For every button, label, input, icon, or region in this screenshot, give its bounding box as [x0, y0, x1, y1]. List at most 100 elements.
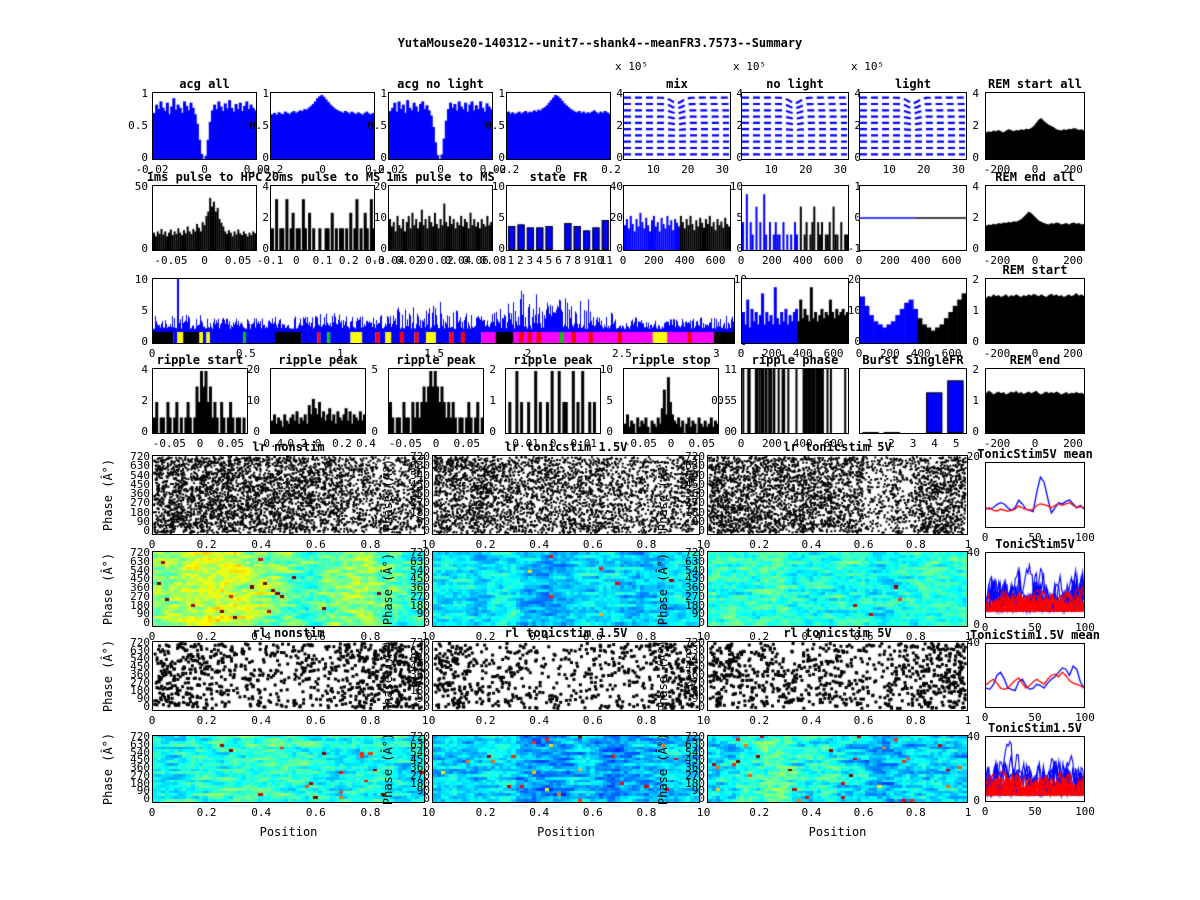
panel-raster-rl-tonic15	[432, 641, 700, 711]
ytick-left-acg-all-0: 1	[141, 87, 148, 100]
xtick-heatmap-lr-2-1: 0.2	[475, 630, 496, 643]
ytick-left-pulse-hpc-0: 50	[134, 180, 148, 193]
ytick-left-ripple-phase-2: 0	[730, 425, 737, 438]
xtick-heatmap-rl-3-5: 1	[964, 806, 972, 819]
xtick-raster-rl-tonic15-3: 0.6	[582, 714, 603, 727]
ytick-right-mix-0: 4	[736, 87, 743, 100]
phase-axis-label-heatmap-lr-2: Phase (Â°)	[381, 552, 395, 626]
xtick-tonic5-mean-2: 100	[1075, 531, 1095, 544]
xtick-heatmap-lr-3-3: 0.6	[853, 630, 874, 643]
xtick-ripple-phase-3: 600	[823, 437, 844, 450]
phase-tick-raster-lr-tonic15-0: 720	[410, 450, 430, 463]
xtick-raster-lr-tonic5-0: 0	[703, 538, 711, 551]
plot-rem-end-all	[986, 186, 1084, 250]
plot-stim-hist-c	[742, 279, 848, 343]
title-light: light	[894, 77, 932, 91]
ytick-right-pulse-ms1-0: 10	[491, 180, 505, 193]
ytick-right-state-fr-1: 20	[609, 211, 623, 224]
ytick-right-stim-flat-1: 2	[972, 211, 979, 224]
xtick-heatmap-rl-2-2: 0.4	[529, 806, 550, 819]
ytick-right-ripple-peak-2-0: 2	[489, 363, 496, 376]
phase-tick-raster-rl-tonic5-6: 180	[685, 684, 705, 697]
plot-pulse-ms20	[271, 186, 374, 250]
xtick-ripple-peak-3-2: 0.01	[570, 437, 597, 450]
xtick-pulse-hpc-2: 0.05	[224, 254, 252, 267]
xtick-stim-flat-2: 400	[910, 254, 931, 267]
xtick-raster-lr-tonic5-4: 0.8	[905, 538, 926, 551]
ytick-right-raster-rl-tonic5-0: 40	[966, 636, 980, 649]
ytick-left-acg-all-1: 0.5	[128, 119, 148, 132]
plot-heatmap-lr-1	[153, 552, 424, 626]
phase-tick-heatmap-rl-2-5: 270	[410, 768, 430, 782]
panel-rem-start-all	[985, 92, 1085, 160]
phase-tick-heatmap-lr-2-4: 360	[410, 581, 430, 594]
xtick-ripple-peak-1-2: 0	[314, 437, 322, 450]
xtick-acg-mix-2: 0.2	[365, 163, 385, 176]
plot-heatmap-lr-3	[708, 552, 967, 626]
xtick-ripple-start-1: 0	[196, 437, 204, 450]
title-ripple-stop: ripple stop	[631, 353, 711, 367]
phase-axis-label-raster-lr-tonic15: Phase (Â°)	[381, 458, 395, 532]
xtick-state-fr-1: 2	[517, 254, 524, 267]
ytick-right-acg-mix-0: 1	[380, 87, 387, 100]
plot-stim-flat	[860, 186, 966, 250]
ytick-right-ripple-start-1: 10	[246, 394, 260, 407]
title-pulse-ms20: 20ms pulse to MS	[264, 170, 381, 184]
xtick-rem-start-2: 200	[1063, 347, 1083, 360]
phase-tick-heatmap-rl-1-7: 90	[136, 784, 150, 798]
xtick-mix-1: 20	[681, 163, 695, 176]
xtick-pulse-ms20-3: 0.2	[338, 254, 359, 267]
ytick-right-acg-state-1: 2	[616, 119, 623, 132]
panel-stim-hist-mix	[623, 185, 731, 251]
xtick-acg-mix-0: -0.2	[256, 163, 284, 176]
ytick-right-ripple-peak-3-1: 5	[606, 394, 613, 407]
phase-tick-heatmap-rl-2-3: 450	[410, 753, 430, 767]
plot-stim-hist-b	[742, 186, 848, 250]
phase-tick-raster-rl-tonic15-7: 90	[416, 692, 430, 705]
title-raster-rl-tonic5: rl tonicstim 5V	[783, 626, 892, 640]
title-tonic15-mean: TonicStim1.5V mean	[969, 628, 1101, 642]
xtick-stim-hist-d-0: 0	[855, 347, 863, 360]
position-axis-label-heatmap-rl-2: Position	[537, 825, 595, 839]
ytick-right-state-fr-2: 0	[616, 242, 623, 255]
phase-tick-raster-lr-tonic15-5: 270	[410, 496, 430, 510]
phase-tick-heatmap-rl-1-2: 540	[130, 745, 150, 759]
xtick-state-fr-2: 3	[526, 254, 534, 267]
title-rem-start: REM start	[1002, 263, 1068, 277]
ytick-right-stim-hist-c-1: 10	[847, 304, 861, 317]
phase-tick-raster-rl-nonstim-6: 180	[130, 684, 150, 697]
phase-tick-heatmap-rl-2-7: 90	[416, 784, 430, 798]
phase-tick-raster-lr-tonic5-7: 90	[691, 514, 705, 528]
plot-raster-lr-nonstim	[153, 456, 424, 534]
panel-state-fr	[506, 185, 611, 251]
xtick-state-fr-9: 10	[590, 254, 604, 267]
phase-tick-raster-rl-tonic5-2: 540	[685, 652, 705, 665]
ytick-right-stim-hist-d-1: 1	[972, 304, 979, 317]
xtick-raster-lr-tonic15-2: 0.4	[529, 538, 550, 551]
xtick-heatmap-rl-2-0: 0	[428, 806, 436, 819]
phase-tick-raster-rl-nonstim-1: 630	[130, 644, 150, 657]
xtick-raster-lr-tonic15-5: 1	[696, 538, 704, 551]
xtick-stim-hist-c-3: 600	[823, 347, 844, 360]
title-ripple-phase: ripple phase	[751, 353, 839, 367]
plot-raster-rl-tonic15	[433, 642, 699, 710]
panel-rem-end	[985, 368, 1085, 434]
title-tonic15-all: TonicStim1.5V	[988, 721, 1082, 735]
title-tonic5-all: TonicStim5V	[995, 537, 1075, 551]
xtick-acg-all-0: -0.02	[135, 163, 169, 176]
panel-acg-no-light	[388, 92, 493, 160]
xtick-heatmap-lr-1-5: 1	[421, 630, 429, 643]
xtick-ripple-phase-2: 400	[792, 437, 813, 450]
plot-acg-mix	[271, 93, 374, 159]
ytick-right-ripple-peak-2-2: 0	[489, 425, 496, 438]
phase-tick-raster-rl-tonic15-8: 0	[423, 700, 430, 713]
phase-tick-heatmap-rl-1-3: 450	[130, 753, 150, 767]
ytick-right-ripple-stop-1: 0.5	[711, 394, 731, 407]
xtick-rem-end-all-1: 0	[1031, 254, 1039, 267]
ytick-right-ripple-start-2: 0	[253, 425, 260, 438]
xtick-ripple-peak-1-3: 0.2	[332, 437, 352, 450]
phase-tick-raster-lr-tonic15-3: 450	[410, 477, 430, 491]
ytick-right-acg-mix-1: 0.5	[367, 119, 387, 132]
xtick-heatmap-lr-1-3: 0.6	[305, 630, 326, 643]
ytick-right-mix-1: 2	[736, 119, 743, 132]
